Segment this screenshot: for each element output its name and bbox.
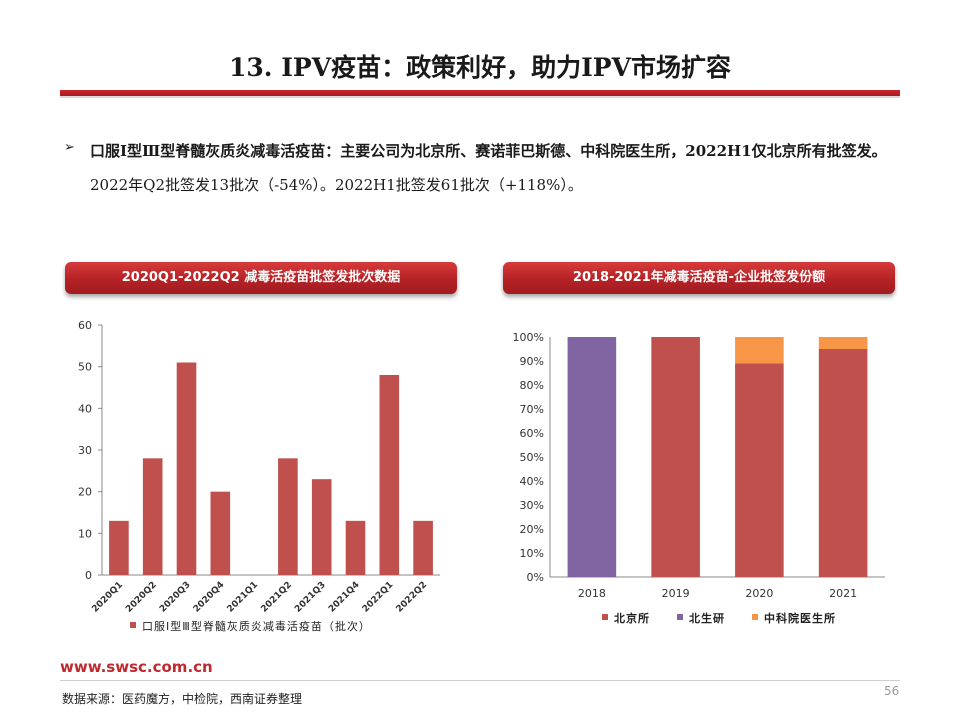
y-tick-label: 40 [78, 402, 92, 415]
title-divider [60, 90, 900, 98]
footer-divider [60, 680, 900, 681]
x-tick-label: 2020Q1 [90, 580, 125, 615]
x-tick-label: 2021 [829, 587, 857, 600]
y-tick-label: 20% [520, 523, 544, 536]
x-tick-label: 2022Q1 [361, 580, 396, 615]
x-tick-label: 2020Q4 [192, 580, 227, 615]
summary-paragraph: 口服Ⅰ型Ⅲ型脊髓灰质炎减毒活疫苗：主要公司为北京所、赛诺菲巴斯德、中科院医生所，… [90, 134, 920, 202]
footer-source: 数据来源：医药魔方，中检院，西南证券整理 [62, 692, 303, 706]
y-tick-label: 100% [513, 331, 544, 344]
legend-label: 北生研 [689, 611, 725, 625]
x-tick-label: 2022Q2 [395, 580, 430, 615]
company-share-stacked-chart: 0% 10% 20% 30% 40% 50% 60% 70% 80% 90% 100% 2018 201… [513, 331, 885, 625]
bar [413, 520, 433, 575]
x-tick-label: 2020Q3 [158, 580, 193, 615]
y-tick-label: 60 [78, 319, 92, 332]
y-tick-label: 10 [78, 527, 92, 540]
stacked-bar-segment [567, 337, 617, 577]
y-tick-label: 70% [520, 403, 544, 416]
footer-website[interactable]: www.swsc.com.cn [60, 658, 213, 676]
bar [345, 520, 366, 575]
left-chart-title: 2020Q1-2022Q2 减毒活疫苗批签发批次数据 [65, 262, 457, 294]
y-tick-label: 30% [520, 499, 544, 512]
stacked-bar-segment [818, 349, 868, 577]
page-number: 56 [884, 684, 900, 698]
slide-title: 13. IPV疫苗：政策利好，助力IPV市场扩容 [229, 53, 731, 82]
y-tick-label: 50 [78, 361, 92, 374]
x-tick-label: 2021Q4 [327, 580, 362, 615]
y-tick-label: 0 [85, 569, 92, 582]
stacked-bar-segment [735, 363, 784, 577]
y-tick-label: 20 [78, 486, 92, 499]
x-tick-label: 2020 [745, 587, 773, 600]
stacked-bar-segment [651, 337, 700, 577]
y-tick-label: 0% [527, 571, 544, 584]
legend-label: 口服Ⅰ型Ⅲ型脊髓灰质炎减毒活疫苗（批次） [142, 619, 371, 633]
legend-label: 中科院医生所 [764, 611, 836, 625]
bar [210, 491, 231, 575]
summary-bold-text: 口服Ⅰ型Ⅲ型脊髓灰质炎减毒活疫苗：主要公司为北京所、赛诺菲巴斯德、中科院医生所，… [90, 142, 887, 160]
y-tick-label: 60% [520, 427, 544, 440]
x-tick-label: 2021Q1 [226, 580, 261, 615]
bar [278, 458, 298, 575]
summary-normal-text: 2022年Q2批签发13批次（-54%）。2022H1批签发61批次（+118%… [90, 176, 583, 194]
y-tick-label: 40% [520, 475, 544, 488]
legend-label: 北京所 [614, 611, 650, 625]
legend-swatch [677, 614, 683, 620]
legend-swatch [130, 622, 136, 628]
bar [109, 520, 129, 575]
y-tick-label: 50% [520, 451, 544, 464]
x-tick-label: 2018 [578, 587, 606, 600]
y-tick-label: 10% [520, 547, 544, 560]
stacked-bar-segment [735, 337, 784, 364]
x-tick-label: 2020Q2 [124, 580, 159, 615]
y-tick-label: 80% [520, 379, 544, 392]
x-tick-label: 2019 [662, 587, 690, 600]
x-tick-label: 2021Q3 [293, 580, 328, 615]
legend-swatch [752, 614, 758, 620]
bar [176, 362, 197, 575]
x-tick-label: 2021Q2 [259, 580, 294, 615]
bar [311, 479, 332, 575]
legend-swatch [602, 614, 608, 620]
y-tick-label: 30 [78, 444, 92, 457]
y-tick-label: 90% [520, 355, 544, 368]
stacked-bar-segment [818, 337, 868, 349]
right-chart-title: 2018-2021年减毒活疫苗-企业批签发份额 [503, 262, 895, 294]
bar [142, 458, 163, 575]
bar [379, 375, 400, 575]
bullet-arrow-icon: ➢ [64, 140, 75, 155]
